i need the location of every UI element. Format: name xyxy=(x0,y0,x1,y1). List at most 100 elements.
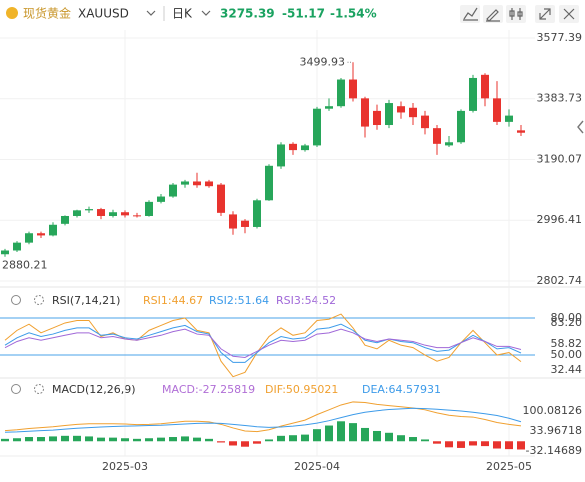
symbol-dropdown[interactable] xyxy=(146,10,156,16)
max-label: 3499.93 xyxy=(300,55,346,68)
macd-line xyxy=(4,407,522,433)
y-tick-label: 2996.41 xyxy=(537,213,583,226)
candle-body xyxy=(157,196,165,202)
eye-icon[interactable] xyxy=(11,384,21,394)
candle-body xyxy=(337,79,345,107)
draw-button[interactable] xyxy=(483,5,503,23)
candle-body xyxy=(409,107,417,118)
macd-bar xyxy=(217,441,225,443)
macd-bar xyxy=(13,438,21,442)
y-tick-label: 80.00 xyxy=(551,311,583,324)
candle-body xyxy=(145,201,153,216)
candle-body xyxy=(97,209,105,216)
macd-bar xyxy=(1,438,9,442)
x-tick-label: 2025-05 xyxy=(486,460,532,473)
candle-body xyxy=(229,214,237,229)
macd-title: MACD(12,26,9) xyxy=(52,383,136,396)
macd-bar xyxy=(193,437,201,442)
macd-line xyxy=(4,401,522,433)
expand-icon xyxy=(539,8,551,20)
legend-entry: DIF:50.95021 xyxy=(265,383,338,396)
macd-bar xyxy=(145,438,153,442)
eye-icon[interactable] xyxy=(11,295,21,305)
candle-body xyxy=(49,224,57,236)
candle-body xyxy=(445,142,453,146)
candle-body xyxy=(133,215,141,217)
macd-bar xyxy=(397,435,405,442)
y-tick-label: -32.14689 xyxy=(526,444,582,457)
gear-icon[interactable] xyxy=(34,384,44,394)
y-tick-label: 32.44 xyxy=(551,363,583,376)
macd-bar xyxy=(85,436,93,442)
macd-bar xyxy=(409,437,417,442)
macd-bar xyxy=(277,435,285,442)
indicator-icon xyxy=(463,7,478,21)
legend-entry: RSI3:54.52 xyxy=(276,294,336,307)
rsi-line xyxy=(4,313,522,378)
candle-body xyxy=(121,212,129,216)
macd-bar xyxy=(133,438,141,442)
candle-body xyxy=(253,200,261,227)
macd-bar xyxy=(157,437,165,442)
candle-body xyxy=(493,98,501,122)
close-icon xyxy=(563,8,575,20)
y-tick-label: 2802.74 xyxy=(537,274,583,287)
macd-bar xyxy=(265,439,273,442)
macd-bar xyxy=(241,441,249,447)
candle-body xyxy=(169,184,177,197)
candle-body xyxy=(421,115,429,129)
macd-bar xyxy=(109,437,117,442)
candle-body xyxy=(505,115,513,122)
candle-body xyxy=(397,106,405,113)
macd-bar xyxy=(433,441,441,444)
candle-button[interactable] xyxy=(506,5,526,23)
macd-bar xyxy=(457,441,465,448)
candle-body xyxy=(385,103,393,126)
x-tick-label: 2025-04 xyxy=(294,460,340,473)
macd-bar xyxy=(253,441,261,444)
macd-bar xyxy=(181,436,189,442)
candle-body xyxy=(517,130,525,133)
candle-body xyxy=(241,220,249,227)
macd-bar xyxy=(517,441,525,450)
legend-entry: MACD:-27.25819 xyxy=(162,383,255,396)
macd-bar xyxy=(325,425,333,442)
period-dropdown[interactable] xyxy=(201,10,211,16)
macd-bar xyxy=(301,434,309,442)
rsi-line xyxy=(4,323,522,363)
candle-body xyxy=(469,77,477,111)
macd-bar xyxy=(493,441,501,449)
y-tick-label: 3190.07 xyxy=(537,152,583,165)
period[interactable]: 日K xyxy=(172,7,193,21)
candle-body xyxy=(433,128,441,144)
macd-bar xyxy=(121,438,129,442)
collapse-arrow[interactable] xyxy=(577,120,584,134)
candle-body xyxy=(457,110,465,143)
legend-entry: RSI2:51.64 xyxy=(209,294,269,307)
gear-icon[interactable] xyxy=(34,295,44,305)
candle-icon xyxy=(509,8,523,20)
y-tick-label: 3383.73 xyxy=(537,92,583,105)
legend-entry: DEA:64.57931 xyxy=(362,383,441,396)
candle-body xyxy=(193,181,201,186)
candle-body xyxy=(289,143,297,151)
candle-body xyxy=(361,98,369,127)
macd-bar xyxy=(73,435,81,442)
candle-body xyxy=(325,106,333,109)
candle-body xyxy=(181,181,189,185)
x-tick-label: 2025-03 xyxy=(102,460,148,473)
legend-entry: RSI1:44.67 xyxy=(143,294,203,307)
candle-body xyxy=(265,165,273,201)
macd-bar xyxy=(421,439,429,442)
draw-icon xyxy=(486,9,500,22)
symbol[interactable]: XAUUSD xyxy=(78,7,129,21)
instrument-name: 现货黄金 xyxy=(23,6,71,21)
y-tick-label: 58.82 xyxy=(551,337,583,350)
macd-bar xyxy=(337,421,345,442)
macd-bar xyxy=(37,437,45,442)
macd-bar xyxy=(97,437,105,442)
candle-body xyxy=(349,79,357,99)
rsi-title: RSI(7,14,21) xyxy=(52,294,120,307)
rsi-line xyxy=(4,328,522,359)
candle-body xyxy=(301,145,309,151)
